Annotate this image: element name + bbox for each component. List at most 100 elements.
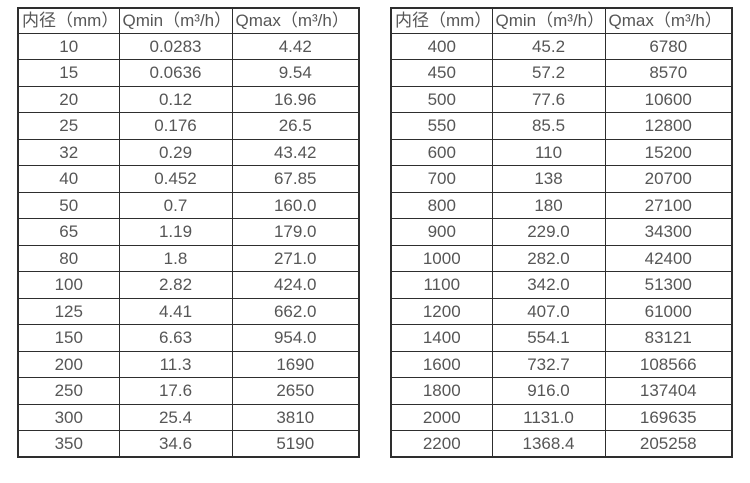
cell-diameter: 1200: [390, 297, 493, 325]
cell-qmin: 4.41: [118, 297, 233, 325]
cell-qmax: 26.5: [231, 112, 360, 140]
table-row: 1100 342.0 51300: [390, 271, 733, 299]
column-header-diameter: 内径（mm）: [390, 7, 493, 34]
column-header-qmax: Qmax（m³/h）: [231, 7, 360, 34]
cell-qmin: 229.0: [491, 218, 606, 246]
cell-qmax: 108566: [604, 350, 733, 378]
cell-diameter: 450: [390, 59, 493, 87]
column-header-diameter: 内径（mm）: [17, 7, 120, 34]
table-row: 80 1.8 271.0: [17, 244, 360, 272]
cell-qmax: 1690: [231, 350, 360, 378]
table-row: 20 0.12 16.96: [17, 85, 360, 113]
table-row: 40 0.452 67.85: [17, 165, 360, 193]
cell-qmax: 51300: [604, 271, 733, 299]
cell-qmax: 205258: [604, 430, 733, 458]
cell-diameter: 1400: [390, 324, 493, 352]
cell-qmax: 27100: [604, 191, 733, 219]
cell-qmin: 554.1: [491, 324, 606, 352]
table-row: 700 138 20700: [390, 165, 733, 193]
table-row: 550 85.5 12800: [390, 112, 733, 140]
table-row: 2200 1368.4 205258: [390, 430, 733, 458]
cell-qmax: 169635: [604, 403, 733, 431]
cell-qmin: 2.82: [118, 271, 233, 299]
cell-qmin: 1.19: [118, 218, 233, 246]
flow-spec-table-right: 内径（mm） Qmin（m³/h） Qmax（m³/h） 400 45.2 6780 450…: [390, 7, 733, 458]
cell-qmax: 179.0: [231, 218, 360, 246]
cell-qmax: 12800: [604, 112, 733, 140]
cell-qmax: 16.96: [231, 85, 360, 113]
cell-diameter: 2200: [390, 430, 493, 458]
cell-qmin: 0.452: [118, 165, 233, 193]
cell-qmin: 0.0636: [118, 59, 233, 87]
cell-diameter: 500: [390, 85, 493, 113]
cell-qmin: 138: [491, 165, 606, 193]
cell-qmax: 954.0: [231, 324, 360, 352]
table-row: 2000 1131.0 169635: [390, 403, 733, 431]
cell-qmin: 407.0: [491, 297, 606, 325]
cell-qmin: 0.12: [118, 85, 233, 113]
cell-qmin: 0.7: [118, 191, 233, 219]
cell-qmin: 1.8: [118, 244, 233, 272]
cell-qmax: 662.0: [231, 297, 360, 325]
cell-diameter: 200: [17, 350, 120, 378]
table-row: 200 11.3 1690: [17, 350, 360, 378]
cell-qmin: 110: [491, 138, 606, 166]
cell-qmin: 180: [491, 191, 606, 219]
cell-diameter: 40: [17, 165, 120, 193]
flow-spec-table-left: 内径（mm） Qmin（m³/h） Qmax（m³/h） 10 0.0283 4.42 15…: [17, 7, 360, 458]
cell-qmin: 25.4: [118, 403, 233, 431]
cell-qmax: 5190: [231, 430, 360, 458]
cell-qmax: 15200: [604, 138, 733, 166]
cell-diameter: 100: [17, 271, 120, 299]
cell-qmax: 67.85: [231, 165, 360, 193]
cell-qmin: 1368.4: [491, 430, 606, 458]
table-row: 450 57.2 8570: [390, 59, 733, 87]
cell-qmin: 0.0283: [118, 32, 233, 60]
cell-qmin: 916.0: [491, 377, 606, 405]
cell-qmax: 34300: [604, 218, 733, 246]
cell-diameter: 250: [17, 377, 120, 405]
table-row: 65 1.19 179.0: [17, 218, 360, 246]
cell-diameter: 20: [17, 85, 120, 113]
cell-qmin: 17.6: [118, 377, 233, 405]
table-row: 1000 282.0 42400: [390, 244, 733, 272]
cell-qmax: 2650: [231, 377, 360, 405]
table-row: 1800 916.0 137404: [390, 377, 733, 405]
cell-diameter: 1600: [390, 350, 493, 378]
cell-qmax: 83121: [604, 324, 733, 352]
table-row: 15 0.0636 9.54: [17, 59, 360, 87]
cell-qmax: 42400: [604, 244, 733, 272]
table-row: 100 2.82 424.0: [17, 271, 360, 299]
cell-qmax: 271.0: [231, 244, 360, 272]
cell-qmax: 424.0: [231, 271, 360, 299]
cell-qmax: 9.54: [231, 59, 360, 87]
cell-qmin: 282.0: [491, 244, 606, 272]
cell-diameter: 15: [17, 59, 120, 87]
cell-qmin: 77.6: [491, 85, 606, 113]
table-row: 125 4.41 662.0: [17, 297, 360, 325]
table-row: 500 77.6 10600: [390, 85, 733, 113]
cell-qmax: 160.0: [231, 191, 360, 219]
cell-diameter: 32: [17, 138, 120, 166]
cell-qmin: 57.2: [491, 59, 606, 87]
table-row: 400 45.2 6780: [390, 32, 733, 60]
cell-diameter: 300: [17, 403, 120, 431]
cell-diameter: 800: [390, 191, 493, 219]
cell-diameter: 10: [17, 32, 120, 60]
cell-qmax: 3810: [231, 403, 360, 431]
cell-diameter: 900: [390, 218, 493, 246]
table-row: 350 34.6 5190: [17, 430, 360, 458]
cell-diameter: 80: [17, 244, 120, 272]
cell-diameter: 1000: [390, 244, 493, 272]
column-header-qmin: Qmin（m³/h）: [491, 7, 606, 34]
table-row: 25 0.176 26.5: [17, 112, 360, 140]
header-row: 内径（mm） Qmin（m³/h） Qmax（m³/h）: [17, 7, 360, 34]
column-header-qmin: Qmin（m³/h）: [118, 7, 233, 34]
cell-qmax: 137404: [604, 377, 733, 405]
cell-diameter: 1100: [390, 271, 493, 299]
cell-qmin: 11.3: [118, 350, 233, 378]
cell-diameter: 1800: [390, 377, 493, 405]
cell-qmax: 4.42: [231, 32, 360, 60]
cell-qmax: 10600: [604, 85, 733, 113]
table-row: 1600 732.7 108566: [390, 350, 733, 378]
